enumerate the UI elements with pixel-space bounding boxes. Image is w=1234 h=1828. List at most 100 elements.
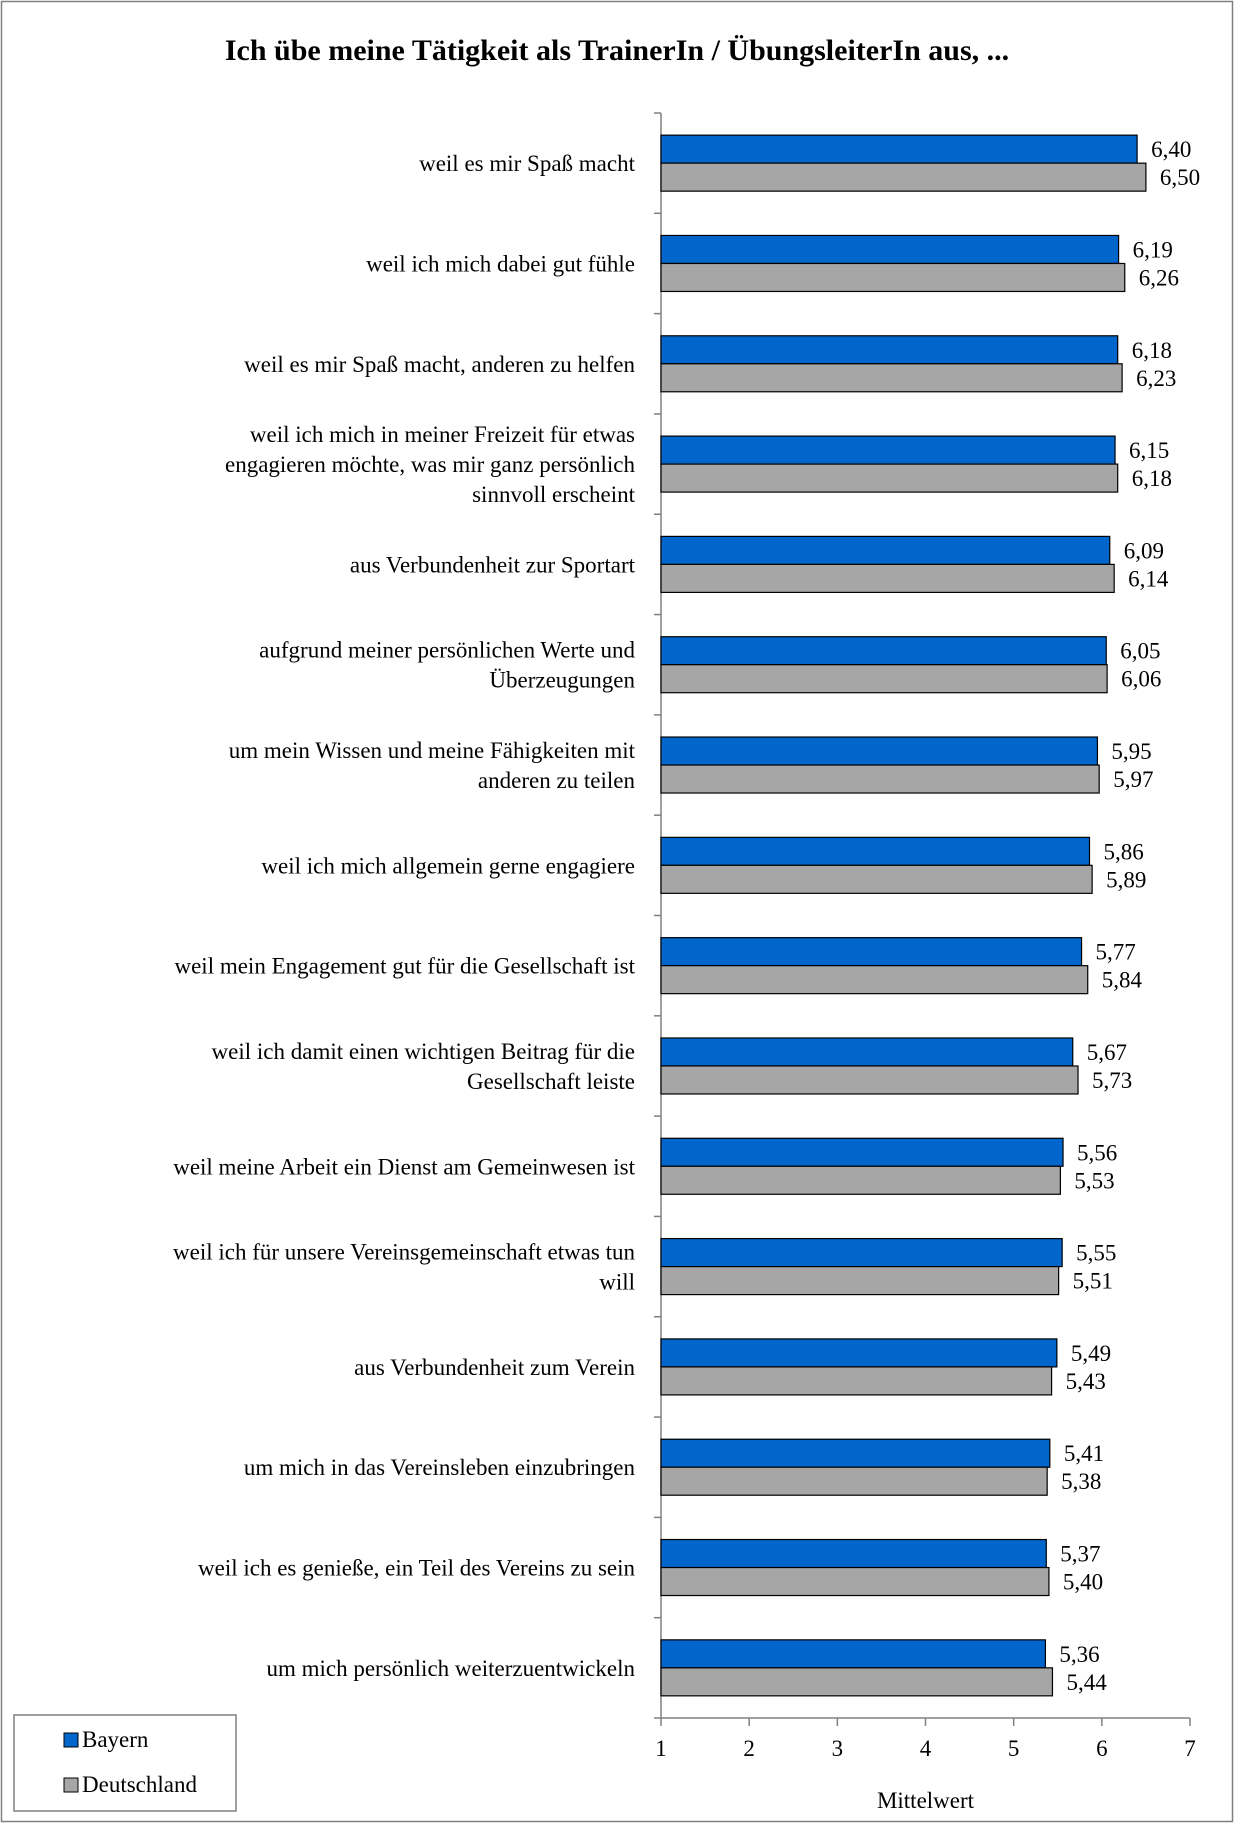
bar-bayern bbox=[660, 335, 1119, 365]
x-tick-label: 7 bbox=[1184, 1736, 1196, 1761]
bar-bayern bbox=[660, 636, 1107, 666]
category-label: weil ich mich dabei gut fühle bbox=[366, 251, 635, 276]
x-tick-label: 5 bbox=[1008, 1736, 1020, 1761]
category-label: weil ich damit einen wichtigen Beitrag f… bbox=[212, 1039, 635, 1094]
bar-bayern bbox=[660, 1438, 1051, 1468]
category-label: aus Verbundenheit zur Sportart bbox=[350, 552, 636, 577]
data-label-deutschland: 5,84 bbox=[1102, 968, 1143, 993]
data-label-deutschland: 6,14 bbox=[1128, 566, 1169, 591]
bar-deutschland bbox=[660, 262, 1126, 293]
category-label-line: um mich in das Vereinsleben einzubringen bbox=[244, 1455, 636, 1480]
bar-bayern bbox=[660, 1037, 1074, 1067]
data-label-bayern: 5,55 bbox=[1076, 1241, 1116, 1266]
data-label-deutschland: 6,23 bbox=[1136, 366, 1176, 391]
data-label-deutschland: 5,97 bbox=[1113, 767, 1153, 792]
legend-label-deutschland: Deutschland bbox=[82, 1772, 197, 1797]
bar-bayern bbox=[660, 535, 1111, 566]
bar-bayern bbox=[660, 1137, 1064, 1167]
bar-bayern bbox=[660, 736, 1099, 766]
bar-bayern bbox=[660, 1639, 1047, 1669]
bar-deutschland bbox=[660, 1366, 1053, 1396]
category-label-line: um mein Wissen und meine Fähigkeiten mit bbox=[229, 738, 636, 763]
bar-deutschland bbox=[660, 1667, 1054, 1697]
data-label-deutschland: 5,40 bbox=[1063, 1570, 1103, 1595]
category-label-line: aufgrund meiner persönlichen Werte und bbox=[259, 638, 635, 663]
category-label-line: weil es mir Spaß macht, anderen zu helfe… bbox=[244, 352, 635, 377]
x-tick-label: 3 bbox=[832, 1736, 844, 1761]
data-label-bayern: 6,40 bbox=[1151, 137, 1191, 162]
bar-deutschland bbox=[660, 764, 1100, 794]
category-label-line: um mich persönlich weiterzuentwickeln bbox=[266, 1656, 635, 1681]
data-label-deutschland: 5,73 bbox=[1092, 1068, 1132, 1093]
bar-bayern bbox=[660, 937, 1083, 967]
x-axis-title: Mittelwert bbox=[877, 1788, 975, 1813]
bar-bayern bbox=[660, 836, 1091, 866]
category-label: weil meine Arbeit ein Dienst am Gemeinwe… bbox=[173, 1154, 635, 1179]
bar-deutschland bbox=[660, 1466, 1048, 1496]
bar-deutschland bbox=[660, 1566, 1050, 1597]
category-label: weil es mir Spaß macht, anderen zu helfe… bbox=[244, 352, 635, 377]
data-label-bayern: 6,09 bbox=[1124, 538, 1164, 563]
category-label: weil ich mich allgemein gerne engagiere bbox=[261, 853, 635, 878]
x-tick-label: 1 bbox=[655, 1736, 667, 1761]
bar-bayern bbox=[660, 134, 1138, 164]
data-label-bayern: 5,41 bbox=[1064, 1441, 1104, 1466]
category-label: weil mein Engagement gut für die Gesells… bbox=[174, 954, 635, 979]
bar-deutschland bbox=[660, 864, 1093, 894]
category-label-line: engagieren möchte, was mir ganz persönli… bbox=[225, 452, 636, 477]
bar-bayern bbox=[660, 234, 1120, 265]
category-label-line: aus Verbundenheit zum Verein bbox=[354, 1355, 635, 1380]
data-label-deutschland: 5,89 bbox=[1106, 867, 1146, 892]
data-label-deutschland: 6,50 bbox=[1160, 165, 1200, 190]
bar-deutschland bbox=[660, 1265, 1060, 1296]
data-label-bayern: 6,15 bbox=[1129, 438, 1169, 463]
bar-deutschland bbox=[660, 664, 1108, 694]
chart-title: Ich übe meine Tätigkeit als TrainerIn / … bbox=[225, 34, 1009, 67]
data-label-bayern: 5,67 bbox=[1087, 1040, 1127, 1065]
category-label: weil es mir Spaß macht bbox=[419, 151, 636, 176]
legend-swatch-deutschland bbox=[63, 1777, 79, 1793]
data-label-bayern: 6,05 bbox=[1120, 639, 1160, 664]
data-label-bayern: 5,77 bbox=[1096, 940, 1136, 965]
category-label-line: weil ich mich allgemein gerne engagiere bbox=[261, 853, 635, 878]
category-label-line: sinnvoll erscheint bbox=[472, 482, 635, 507]
category-label-line: weil ich mich in meiner Freizeit für etw… bbox=[250, 422, 635, 447]
category-label: weil ich mich in meiner Freizeit für etw… bbox=[225, 422, 636, 507]
data-label-deutschland: 5,44 bbox=[1066, 1670, 1107, 1695]
category-label-line: weil ich damit einen wichtigen Beitrag f… bbox=[212, 1039, 635, 1064]
category-label-line: Überzeugungen bbox=[489, 668, 635, 693]
category-label-line: weil es mir Spaß macht bbox=[419, 151, 636, 176]
category-label-line: weil ich mich dabei gut fühle bbox=[366, 251, 635, 276]
data-label-deutschland: 5,38 bbox=[1061, 1469, 1101, 1494]
category-label: um mein Wissen und meine Fähigkeiten mit… bbox=[229, 738, 636, 793]
bar-deutschland bbox=[660, 1165, 1061, 1195]
category-label: weil ich für unsere Vereinsgemeinschaft … bbox=[173, 1240, 635, 1295]
category-label-line: weil meine Arbeit ein Dienst am Gemeinwe… bbox=[173, 1154, 635, 1179]
x-tick-label: 4 bbox=[920, 1736, 932, 1761]
legend-box bbox=[13, 1714, 237, 1812]
category-label: um mich persönlich weiterzuentwickeln bbox=[266, 1656, 635, 1681]
bar-bayern bbox=[660, 1237, 1063, 1268]
category-label-line: Gesellschaft leiste bbox=[467, 1069, 635, 1094]
category-label: aus Verbundenheit zum Verein bbox=[354, 1355, 635, 1380]
category-label-line: anderen zu teilen bbox=[478, 768, 636, 793]
category-label-line: will bbox=[599, 1270, 635, 1295]
bar-deutschland bbox=[660, 965, 1089, 995]
bar-deutschland bbox=[660, 363, 1123, 393]
data-label-deutschland: 6,26 bbox=[1139, 265, 1179, 290]
legend-swatch-bayern bbox=[63, 1732, 79, 1748]
data-label-bayern: 6,18 bbox=[1132, 338, 1172, 363]
bar-bayern bbox=[660, 1338, 1058, 1368]
data-label-bayern: 5,56 bbox=[1077, 1140, 1117, 1165]
bar-bayern bbox=[660, 1538, 1047, 1569]
category-label-line: weil mein Engagement gut für die Gesells… bbox=[174, 954, 635, 979]
category-label-line: aus Verbundenheit zur Sportart bbox=[350, 552, 636, 577]
bar-bayern bbox=[660, 435, 1116, 465]
data-label-deutschland: 5,53 bbox=[1074, 1168, 1114, 1193]
data-label-bayern: 5,86 bbox=[1103, 839, 1143, 864]
category-label: aufgrund meiner persönlichen Werte und Üb… bbox=[259, 638, 635, 693]
data-label-bayern: 6,19 bbox=[1133, 237, 1173, 262]
